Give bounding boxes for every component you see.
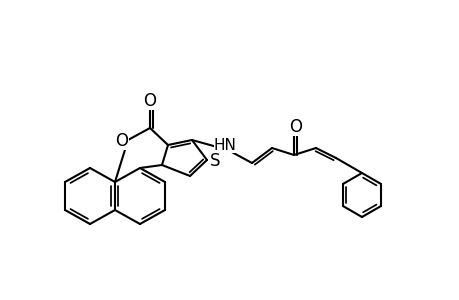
Text: HN: HN xyxy=(213,137,236,152)
Text: O: O xyxy=(289,118,302,136)
Text: O: O xyxy=(143,92,156,110)
Text: S: S xyxy=(209,152,220,170)
Text: O: O xyxy=(115,132,128,150)
